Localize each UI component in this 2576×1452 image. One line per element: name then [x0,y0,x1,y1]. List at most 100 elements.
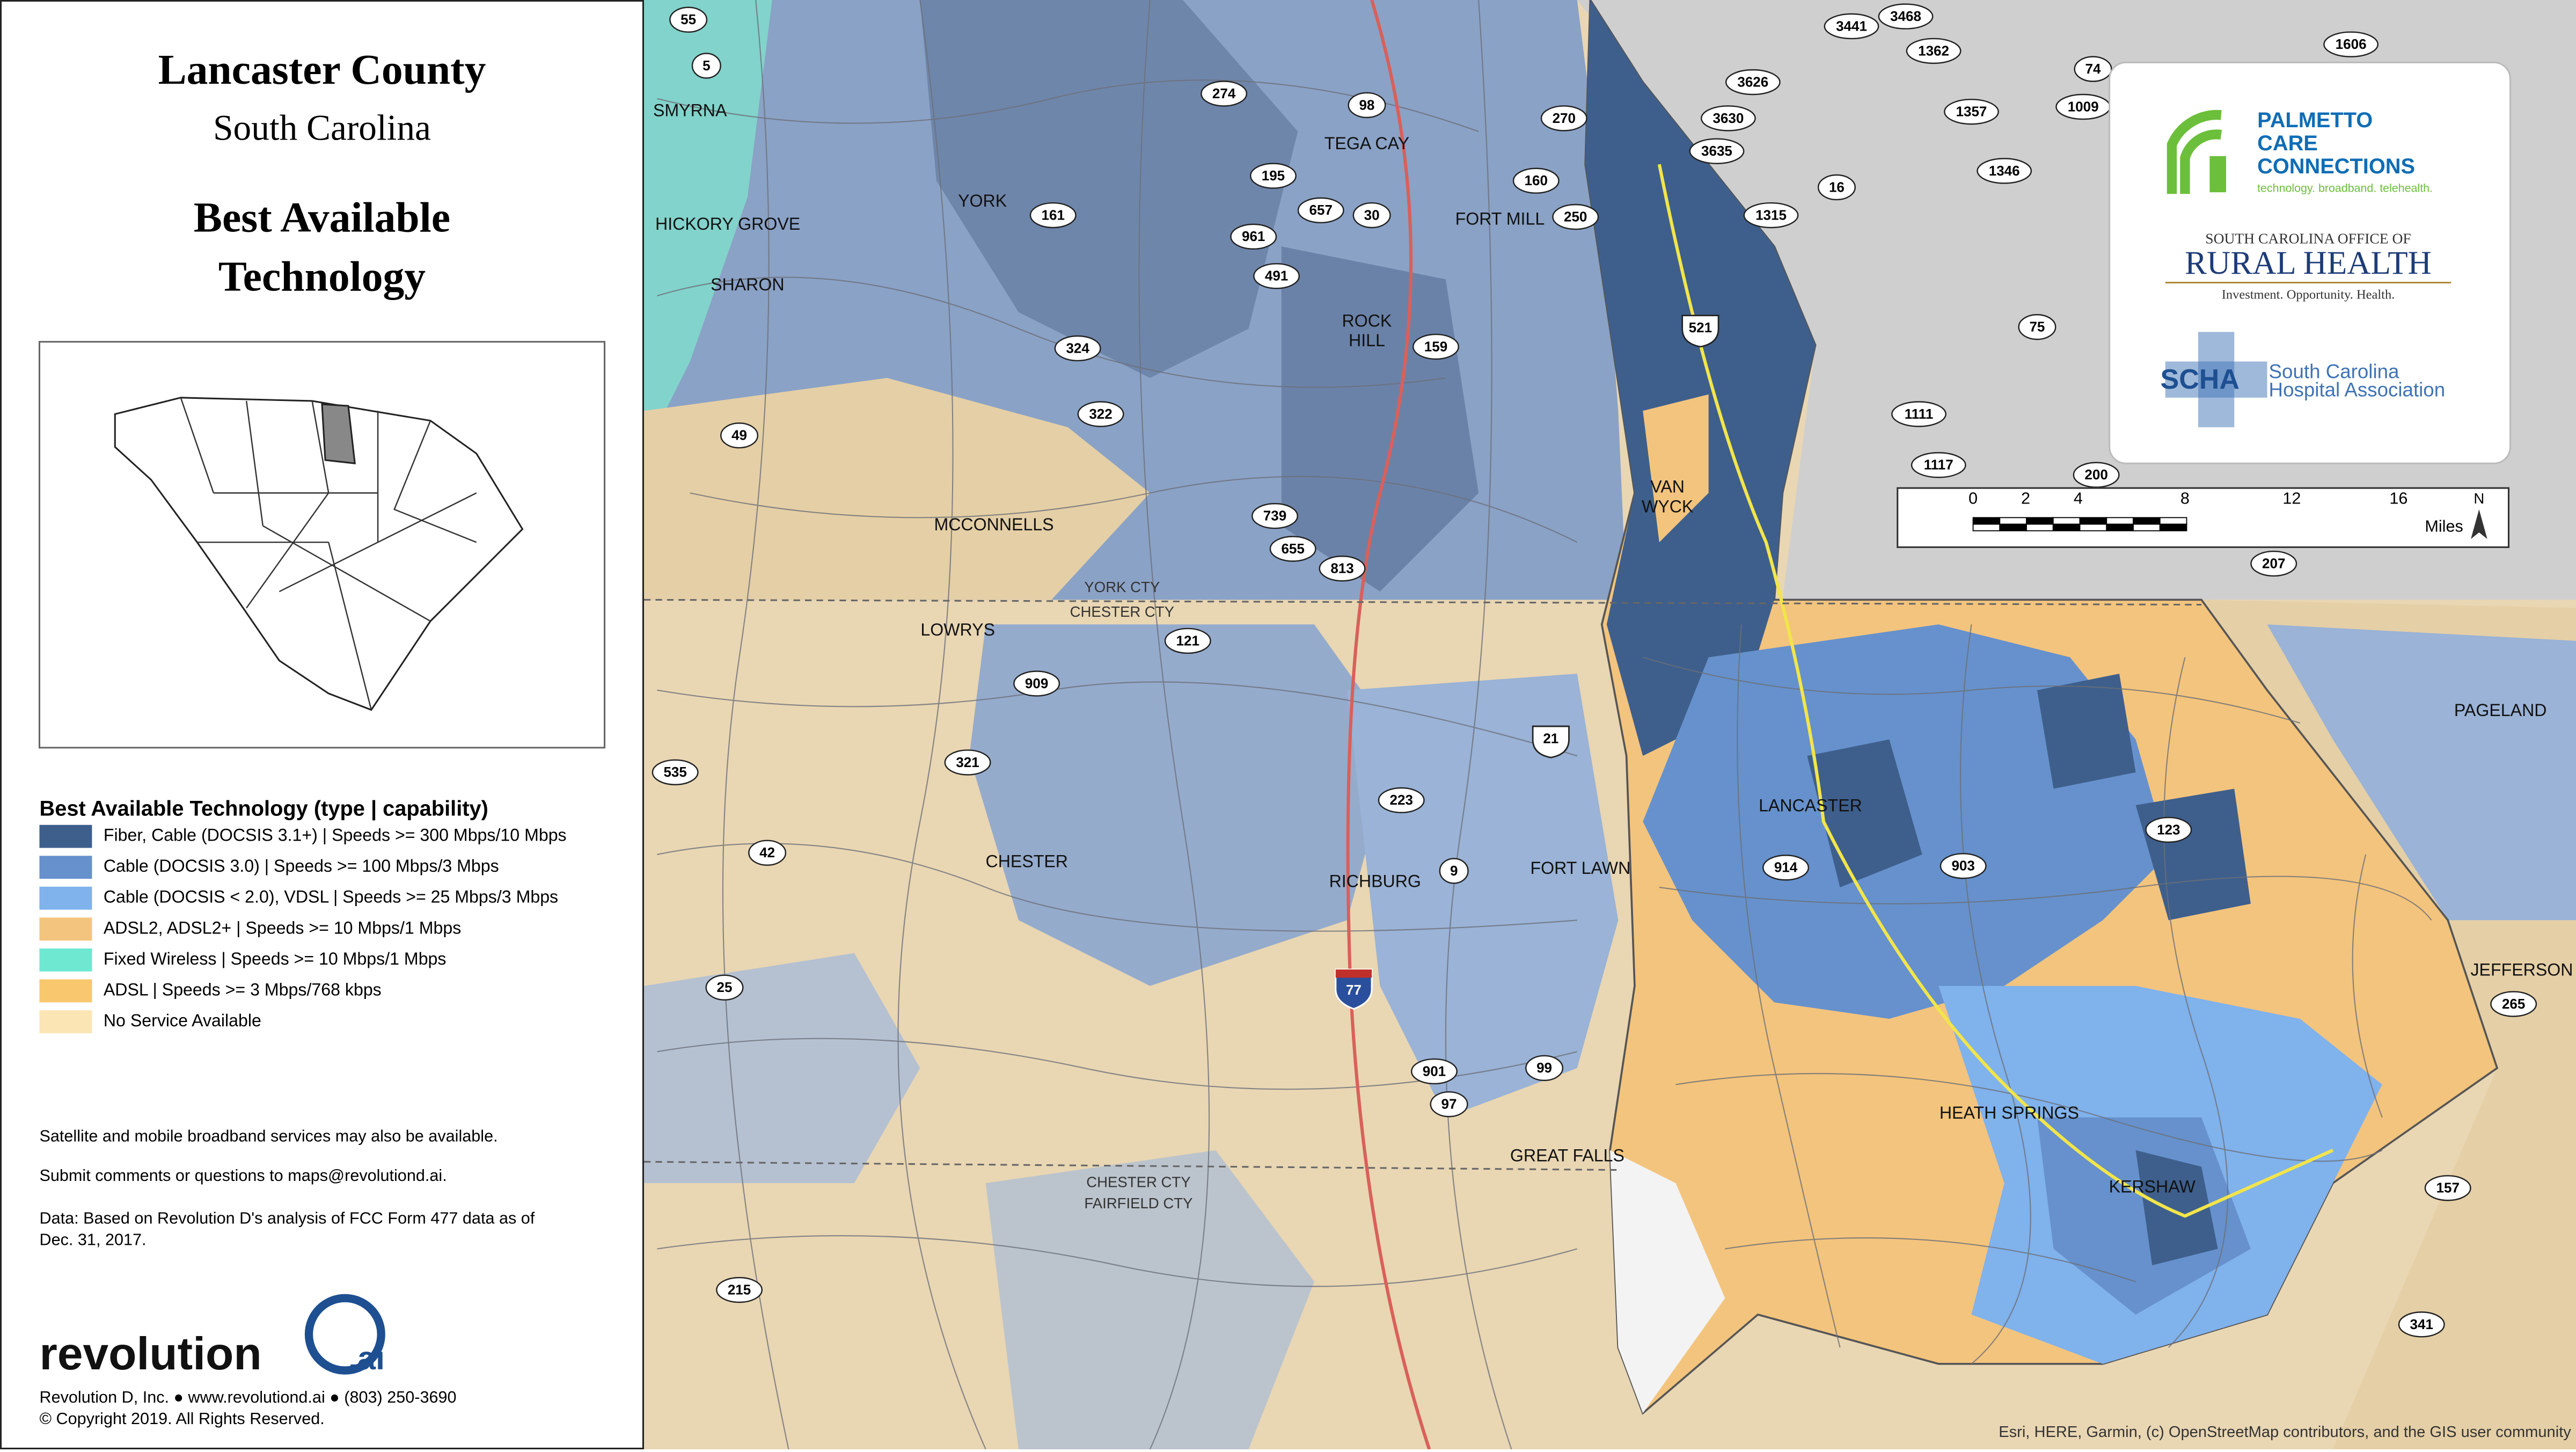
route-shield [1439,858,1469,884]
route-number: 1346 [1989,163,2020,179]
route-number: 1606 [2336,36,2367,52]
sc-outline [114,397,524,711]
place-label: ROCK [1342,311,1392,330]
county-label: YORK CTY [1084,579,1160,595]
legend-label: No Service Available [104,1011,261,1030]
county-label: CHESTER CTY [1086,1173,1190,1190]
east-blue [2267,624,2576,921]
heading: Technology [218,253,426,301]
logo-text: South Carolina [2269,361,2399,383]
route-shield [2323,31,2379,57]
scale-segment [2106,523,2134,531]
route-number: 160 [1525,172,1548,188]
interstate-77 [1346,0,1431,1450]
blue-area [1347,674,1619,1118]
logo-text: SOUTH CAROLINA OFFICE OF [2205,230,2411,246]
route-shield [1164,628,1211,654]
legend-swatch [39,979,92,1003]
logos: PALMETTO CARE CONNECTIONS technology. br… [2109,61,2512,464]
route-shield [1891,401,1946,427]
route-number: 341 [2410,1316,2433,1332]
place-label: YORK [958,191,1007,210]
scale-segment [1972,517,2001,525]
route-number: 98 [1359,97,1374,113]
place-label: TEGA CAY [1324,134,1409,153]
scale-segment [2133,523,2161,531]
route-shield [2074,56,2112,82]
route-number: 215 [728,1281,751,1297]
roads [643,0,2432,1450]
route-shield [1689,138,1745,164]
route-number: 21 [1543,730,1558,746]
scale-segment [2052,517,2081,525]
brand: revolution [39,1328,261,1380]
route-number: 322 [1089,406,1112,422]
route-number: 274 [1212,85,1236,101]
route-shield [1552,203,1599,230]
route-number: 901 [1423,1063,1446,1079]
place-label: KERSHAW [2109,1177,2196,1196]
wireless-area [644,0,772,427]
route-number: 535 [663,764,686,780]
highway [1657,164,2334,1218]
note: Satellite and mobile broadband services … [39,1127,497,1145]
place-label: HEATH SPRINGS [1940,1103,2079,1122]
scale-segment [2052,523,2081,531]
county-label: FAIRFIELD CTY [1084,1195,1192,1212]
pcc-icon [2167,110,2222,194]
legend-label: ADSL | Speeds >= 3 Mbps/768 kbps [104,980,382,999]
route-shield [1077,401,1124,427]
route-shield [691,53,721,79]
route-number: 200 [2084,466,2107,483]
dark-area [1281,246,1479,592]
scale-segment [2079,523,2107,531]
route-number: 813 [1330,560,1353,577]
route-shield [1378,787,1425,813]
route-shield [1249,163,1297,189]
route-shield [1824,13,1879,40]
route-shield [1230,223,1277,250]
note: Submit comments or questions to maps@rev… [39,1166,447,1185]
route-number: 1362 [1918,42,1949,59]
subtitle: South Carolina [213,107,431,148]
logo-text: CONNECTIONS [2257,155,2415,178]
attribution: Esri, HERE, Garmin, (c) OpenStreetMap co… [1999,1424,2571,1441]
route-number: 3441 [1836,18,1867,34]
logo-text: Hospital Association [2269,378,2446,400]
route-number: 195 [1262,167,1285,184]
route-number: 3630 [1713,110,1744,126]
route-number: 3468 [1890,8,1921,24]
place-label: WYCK [1642,497,1694,516]
route-shield [1906,38,1962,64]
route-shield [1743,202,1799,229]
route-shield [705,974,744,1001]
place-label: SHARON [711,275,784,294]
route-number: 265 [2502,996,2525,1012]
legend-swatch [39,856,92,879]
route-number: 250 [1564,208,1587,224]
scale-segment [2026,523,2054,531]
footer-line: © Copyright 2019. All Rights Reserved. [39,1410,324,1428]
scale-label: 8 [2180,490,2190,508]
legend-label: Fiber, Cable (DOCSIS 3.1+) | Speeds >= 3… [104,826,567,845]
legend-label: Cable (DOCSIS < 2.0), VDSL | Speeds >= 2… [104,887,558,907]
route-number: 49 [731,427,747,443]
route-number: 521 [1689,319,1712,335]
scale-segment [1972,523,2001,531]
fiber-area [1585,0,1816,756]
logo-text: PALMETTO [2257,108,2373,132]
place-label: CHESTER [986,852,1069,871]
logo-text: RURAL HEALTH [2185,245,2432,281]
legend-title: Best Available Technology (type | capabi… [39,797,488,821]
legend-label: Cable (DOCSIS 3.0) | Speeds >= 100 Mbps/… [104,856,499,875]
scale-segment [2106,517,2134,525]
place-label: HILL [1349,331,1385,350]
route-shield [1725,69,1781,96]
route-number: 655 [1281,541,1304,557]
note: Dec. 31, 2017. [39,1230,146,1249]
lancaster-inset [321,403,356,464]
scale-segment [2133,517,2161,525]
route-number: 74 [2085,61,2101,77]
route-shield [1762,855,1810,881]
